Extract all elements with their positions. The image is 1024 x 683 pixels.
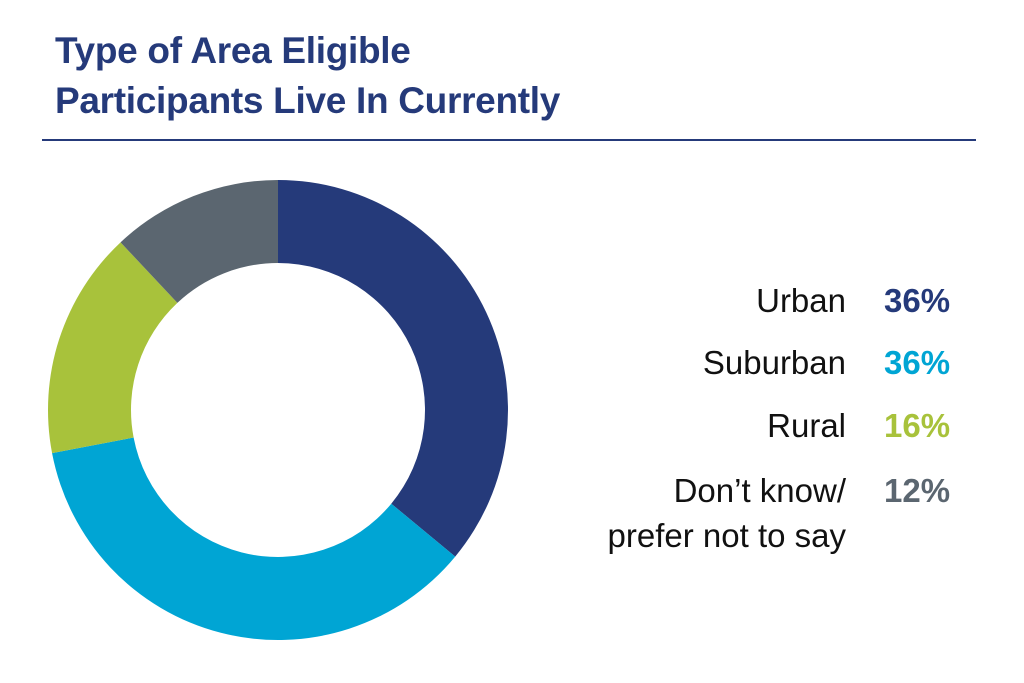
legend-value: 36% bbox=[884, 282, 951, 319]
title-line-2: Participants Live In Currently bbox=[55, 80, 561, 121]
legend-label: Urban bbox=[756, 282, 846, 319]
donut-slice-don bbox=[120, 180, 278, 303]
legend-label: Suburban bbox=[702, 344, 846, 381]
legend-item-rural: Rural 16% bbox=[540, 403, 980, 448]
legend-item-urban: Urban 36% bbox=[540, 278, 980, 323]
legend-value: 12% bbox=[884, 472, 951, 509]
legend-value: 36% bbox=[884, 344, 951, 381]
legend-label: Rural bbox=[767, 407, 846, 444]
donut-slice-suburban bbox=[52, 437, 456, 640]
legend-label: Don’t know/ prefer not to say bbox=[607, 472, 846, 554]
chart-title: Type of Area Eligible Participants Live … bbox=[55, 26, 560, 126]
donut-slice-urban bbox=[278, 180, 508, 557]
legend-item-dont-know: Don’t know/ prefer not to say 12% bbox=[540, 468, 980, 558]
title-line-1: Type of Area Eligible bbox=[55, 30, 411, 71]
title-divider bbox=[42, 139, 976, 141]
legend-value: 16% bbox=[884, 407, 951, 444]
legend-item-suburban: Suburban 36% bbox=[540, 340, 980, 385]
donut-slice-rural bbox=[48, 242, 178, 454]
